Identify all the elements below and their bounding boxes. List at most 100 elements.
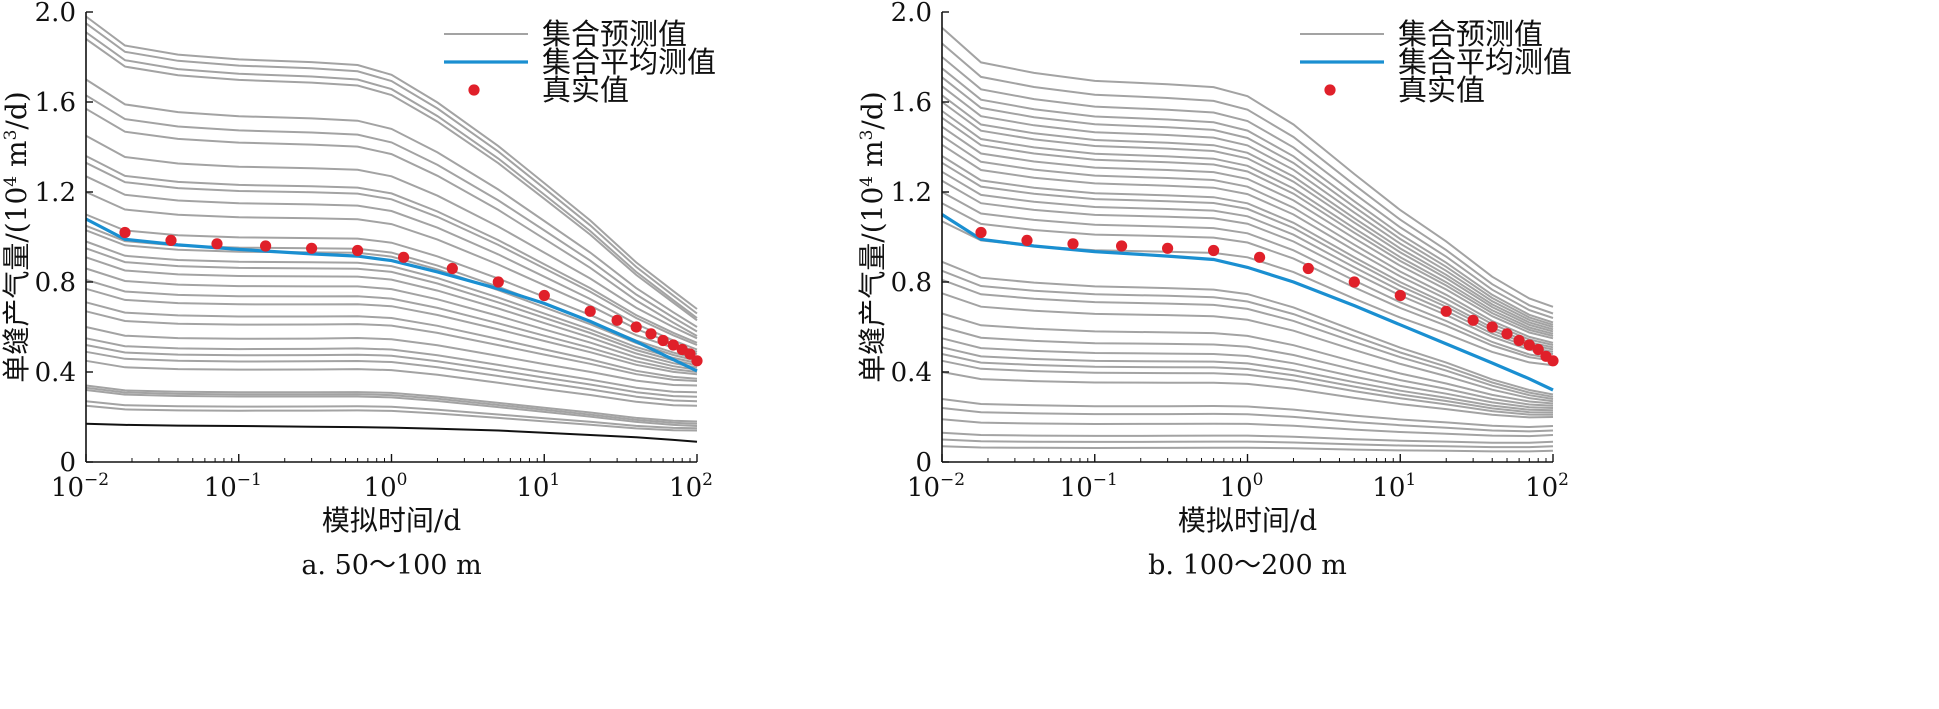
ensemble-curve bbox=[941, 398, 1554, 429]
true-point bbox=[446, 262, 458, 275]
ensemble-curve bbox=[941, 269, 1554, 398]
x-tick-label: 101 bbox=[516, 470, 560, 503]
y-tick-label: 2.0 bbox=[35, 0, 76, 28]
ensemble-curve bbox=[941, 407, 1554, 433]
true-points bbox=[975, 226, 1559, 367]
ensemble-curve bbox=[941, 346, 1554, 412]
ensemble-curve bbox=[85, 94, 698, 333]
ensemble-curve bbox=[85, 326, 698, 387]
true-point bbox=[1116, 240, 1128, 252]
y-tick-label: 1.2 bbox=[35, 178, 76, 208]
x-tick-label: 10−1 bbox=[1060, 470, 1118, 503]
ensemble-curve bbox=[941, 110, 1554, 335]
true-point bbox=[630, 321, 642, 333]
ensemble-curve bbox=[941, 125, 1554, 340]
ensemble-curve bbox=[85, 107, 698, 337]
ensemble-curve bbox=[85, 389, 698, 427]
ensemble-curve bbox=[85, 22, 698, 315]
true-point bbox=[1440, 305, 1452, 317]
mean-line bbox=[941, 213, 1554, 392]
true-point bbox=[1302, 262, 1314, 275]
y-tick-label: 1.6 bbox=[891, 88, 932, 118]
ensemble-curve bbox=[941, 438, 1554, 449]
ensemble-curve bbox=[941, 278, 1554, 400]
ensemble-curve bbox=[85, 278, 698, 373]
y-tick-label: 0 bbox=[59, 448, 76, 478]
ensemble-curve bbox=[941, 260, 1554, 396]
legend-label: 集合预测值 bbox=[542, 17, 687, 51]
mean-curve bbox=[941, 213, 1554, 392]
true-point bbox=[645, 328, 657, 340]
true-point bbox=[119, 226, 131, 239]
true-point bbox=[538, 289, 550, 302]
true-point bbox=[1547, 355, 1559, 367]
y-axis-label: 单缝产气量/(104 m3/d) bbox=[0, 91, 33, 382]
true-point bbox=[975, 226, 987, 239]
true-point bbox=[306, 242, 318, 254]
ensemble-curve bbox=[941, 418, 1554, 438]
ensemble-curve bbox=[941, 56, 1554, 319]
true-point bbox=[1394, 289, 1406, 302]
ensemble-curve bbox=[85, 267, 698, 371]
ensemble-curve bbox=[941, 101, 1554, 333]
ensemble-curve bbox=[85, 31, 698, 319]
legend-label: 集合预测值 bbox=[1398, 17, 1543, 51]
mean-curve bbox=[85, 217, 698, 373]
legend-swatch bbox=[1324, 84, 1336, 96]
x-tick-label: 10−2 bbox=[51, 470, 109, 503]
x-tick-label: 10−1 bbox=[204, 470, 262, 503]
true-point bbox=[1501, 328, 1513, 340]
ensemble-curve bbox=[941, 170, 1554, 353]
ensemble-curve bbox=[85, 191, 698, 353]
ensemble-curve bbox=[941, 202, 1554, 362]
true-point bbox=[1254, 251, 1266, 263]
ensemble-curve bbox=[85, 175, 698, 351]
ensemble-curve bbox=[85, 287, 698, 376]
true-points bbox=[119, 226, 703, 367]
ensemble-curve bbox=[85, 155, 698, 344]
y-axis-label: 单缝产气量/(104 m3/d) bbox=[856, 91, 889, 382]
y-axis-label-prefix: 单缝产气量/(10 bbox=[0, 187, 33, 383]
ensemble-curve bbox=[85, 337, 698, 394]
black-curve bbox=[85, 422, 698, 443]
ensemble-curve bbox=[941, 431, 1554, 444]
x-axis-label: 模拟时间/d bbox=[1178, 504, 1317, 537]
ensemble-curve bbox=[85, 384, 698, 423]
y-tick-label: 0.4 bbox=[35, 358, 76, 388]
ensemble-curve bbox=[941, 326, 1554, 407]
ensemble-curve bbox=[85, 301, 698, 380]
x-axis-label: 模拟时间/d bbox=[322, 504, 461, 537]
true-point bbox=[492, 276, 504, 288]
mean-line bbox=[85, 217, 698, 373]
true-point bbox=[165, 234, 177, 246]
x-tick-label: 102 bbox=[1525, 470, 1569, 503]
ensemble-curve bbox=[85, 256, 698, 369]
true-point bbox=[1486, 321, 1498, 333]
ensemble-curve bbox=[85, 344, 698, 398]
ensemble-curve bbox=[941, 179, 1554, 355]
y-axis-label-suffix: /d) bbox=[856, 91, 889, 129]
ensemble-curve bbox=[941, 445, 1554, 453]
y-tick-label: 0.8 bbox=[891, 268, 932, 298]
true-point bbox=[667, 339, 679, 351]
reference-line bbox=[85, 422, 698, 443]
axes: 0 0.4 0.8 1.2 1.6 2.0 10−2 10−1 100 101 102 bbox=[35, 0, 713, 503]
ensemble-curve bbox=[85, 386, 698, 425]
true-point bbox=[1021, 234, 1033, 246]
ensemble-lines bbox=[941, 27, 1554, 453]
ensemble-curve bbox=[941, 27, 1554, 308]
true-point bbox=[1162, 242, 1174, 254]
legend-label: 真实值 bbox=[542, 73, 629, 107]
ensemble-curve bbox=[85, 247, 698, 367]
ensemble-curve bbox=[85, 359, 698, 407]
true-point bbox=[1523, 339, 1535, 351]
x-tick-label: 102 bbox=[669, 470, 713, 503]
panel-b: 0 0.4 0.8 1.2 1.6 2.0 10−2 10−1 100 101 102 集合预测值集… bbox=[856, 0, 1572, 581]
panel-caption: b. 100～200 m bbox=[1148, 550, 1347, 581]
true-point bbox=[657, 334, 669, 347]
ensemble-curve bbox=[941, 116, 1554, 337]
ensemble-curve bbox=[85, 240, 698, 364]
